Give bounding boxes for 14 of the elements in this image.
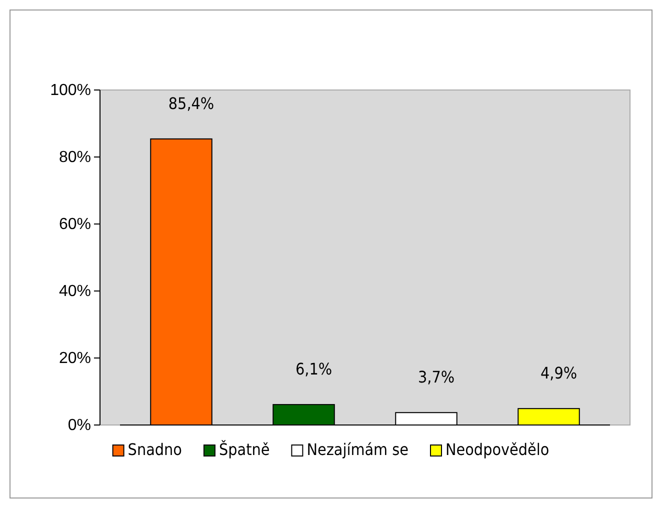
data-label: 6,1% [295,360,332,379]
y-tick-label: 80% [58,149,91,166]
y-tick-label: 60% [58,216,91,234]
y-tick-label: 20% [58,350,91,368]
legend-label: Špatně [218,440,270,459]
y-tick-label: 40% [58,283,91,300]
legend-label: Snadno [128,440,182,459]
data-label: 85,4% [168,94,214,113]
y-tick-label: 100% [50,82,91,100]
legend-label: Nezajímám se [306,440,409,459]
data-label: 4,9% [540,364,578,383]
data-label: 3,7% [418,368,455,387]
y-tick-label: 0% [68,417,91,434]
legend-label: Neodpovědělo [445,440,550,459]
